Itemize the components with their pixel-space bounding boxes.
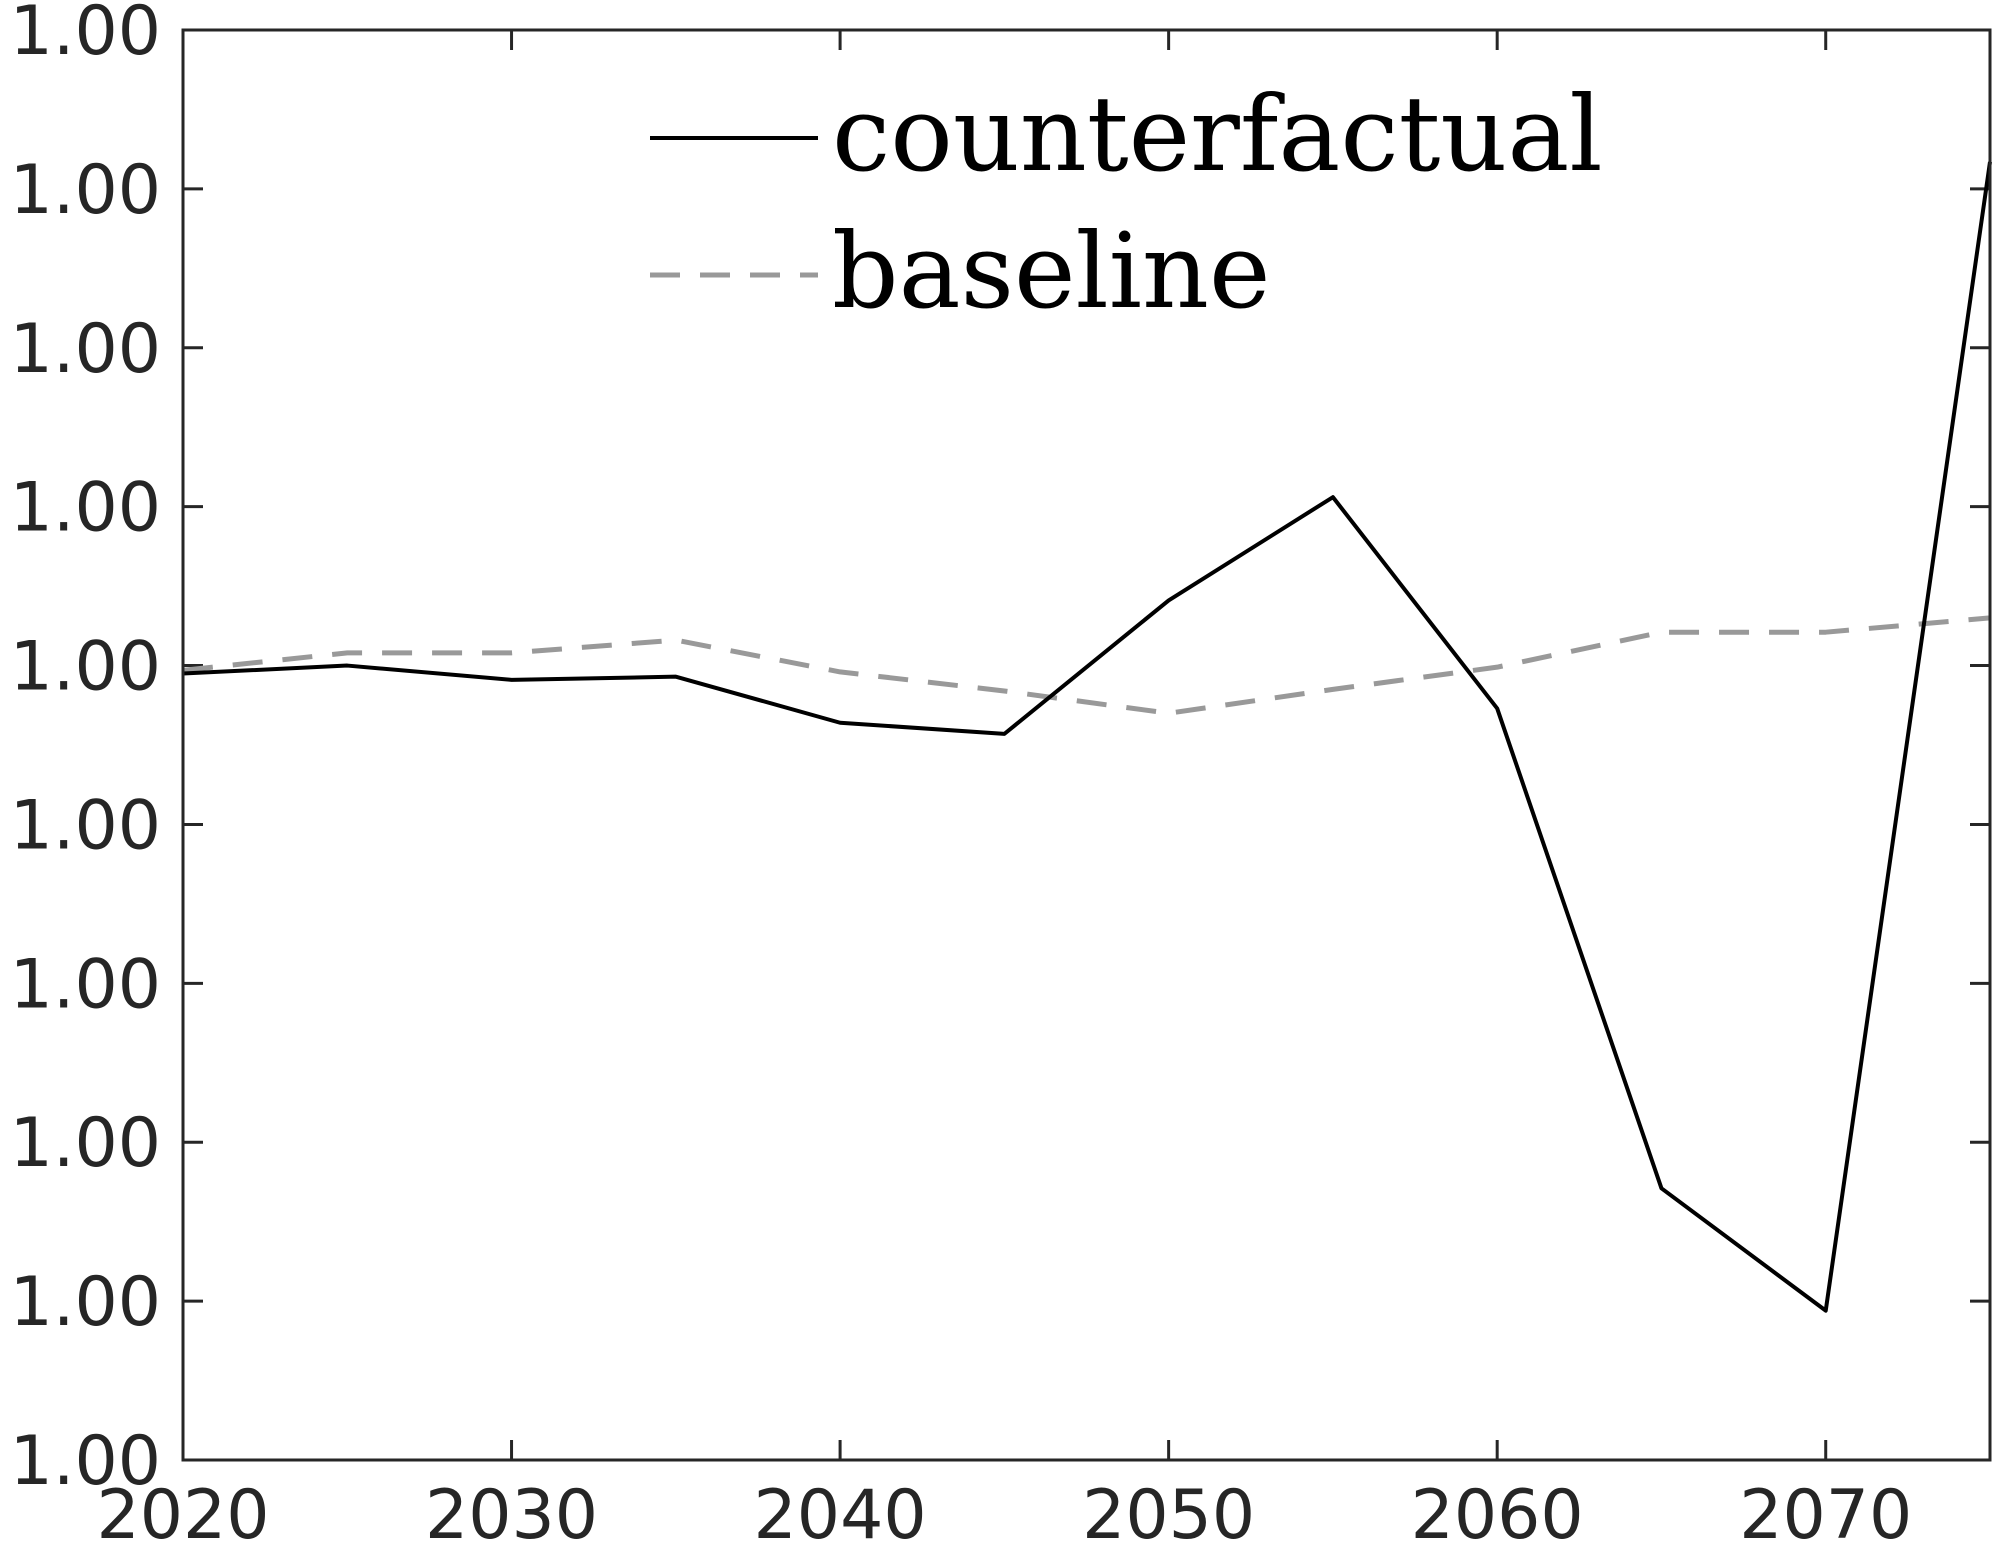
series-line-baseline — [182, 615, 1991, 716]
legend-label-counterfactual: counterfactual — [832, 73, 1603, 195]
series-lines — [182, 161, 1992, 1313]
y-tick-label: 1.00 — [10, 469, 161, 548]
x-tick-label: 2060 — [1411, 1476, 1584, 1554]
x-tick-label: 2020 — [96, 1476, 269, 1554]
y-tick-label: 1.00 — [10, 0, 161, 71]
y-tick-label: 1.00 — [10, 1104, 161, 1183]
y-tick-label: 1.00 — [10, 945, 161, 1024]
x-tick-label: 2050 — [1082, 1476, 1255, 1554]
y-tick-label: 1.00 — [10, 628, 161, 707]
y-tick-label: 1.00 — [10, 151, 161, 230]
x-tick-label: 2030 — [425, 1476, 598, 1554]
plot-frame — [181, 28, 1992, 1462]
y-tick-label: 1.00 — [10, 1422, 161, 1501]
x-tick-label: 2070 — [1739, 1476, 1912, 1554]
y-axis-ticks: 1.00 1.00 1.00 1.00 1.00 1.00 1.00 1.00 1.00 1.00 — [10, 0, 1990, 1501]
legend: counterfactual baseline — [650, 73, 1603, 332]
y-tick-label: 1.00 — [10, 310, 161, 389]
x-tick-label: 2040 — [754, 1476, 927, 1554]
x-axis-ticks: 2020 2030 2040 2050 2060 2070 — [96, 30, 1912, 1554]
legend-label-baseline: baseline — [832, 210, 1271, 332]
series-line-counterfactual — [182, 161, 1992, 1313]
y-tick-label: 1.00 — [10, 1263, 161, 1342]
y-tick-label: 1.00 — [10, 786, 161, 865]
